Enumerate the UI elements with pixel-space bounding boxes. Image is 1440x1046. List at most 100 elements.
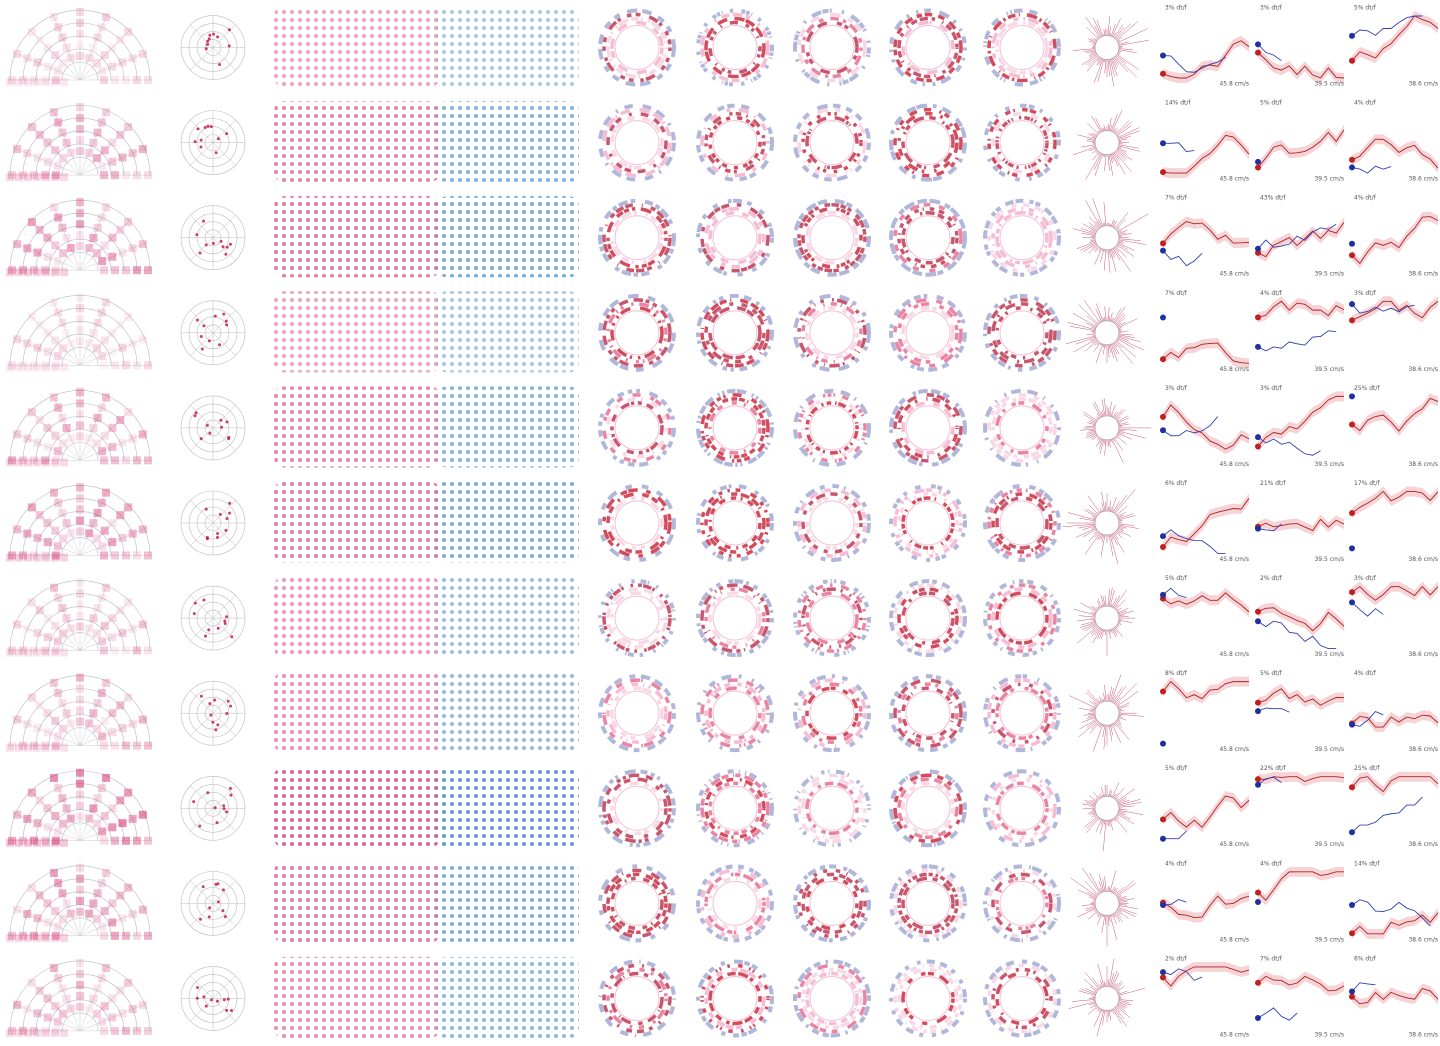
burst-ray bbox=[1093, 718, 1097, 720]
burst-ray bbox=[1079, 718, 1097, 730]
polar-spoke bbox=[190, 405, 236, 451]
ring-inner bbox=[809, 975, 855, 1021]
burst-ray bbox=[1078, 304, 1099, 325]
burst-ray bbox=[1113, 685, 1127, 704]
ring-band bbox=[801, 16, 863, 79]
trace-blue bbox=[1351, 899, 1431, 927]
burst-ray bbox=[1069, 325, 1096, 331]
trace-band bbox=[1258, 47, 1344, 83]
burst-ray bbox=[1091, 339, 1098, 344]
polar-dot bbox=[221, 909, 225, 913]
start-dot bbox=[1255, 618, 1261, 625]
fan-cell bbox=[30, 551, 38, 560]
burst-ray bbox=[1099, 793, 1103, 798]
ring-band bbox=[889, 864, 967, 943]
burst-ray bbox=[1088, 38, 1097, 43]
burst-ray bbox=[1118, 431, 1124, 435]
burst-ray bbox=[1086, 333, 1096, 335]
fan-cell bbox=[108, 328, 117, 337]
fan-cell bbox=[118, 819, 127, 828]
burst-ray bbox=[1114, 980, 1123, 990]
ring-band bbox=[801, 302, 863, 364]
trace-blue bbox=[1163, 830, 1187, 840]
fan-spoke bbox=[28, 789, 81, 841]
fan-cell bbox=[60, 268, 68, 277]
burst-ray bbox=[1118, 50, 1122, 52]
fan-cell bbox=[98, 352, 107, 361]
fan-cell bbox=[6, 458, 14, 467]
ring-inner bbox=[999, 215, 1045, 261]
panel-label: 6% dt/f bbox=[1165, 480, 1188, 487]
burst-ray bbox=[1092, 799, 1097, 803]
start-dot bbox=[1349, 599, 1355, 606]
fan-cell bbox=[144, 361, 152, 370]
ring-band bbox=[893, 393, 963, 463]
fan-cell bbox=[58, 33, 67, 42]
burst-ray bbox=[1116, 720, 1122, 726]
fan-spoke bbox=[79, 622, 147, 651]
burst-ray bbox=[1117, 718, 1121, 720]
fan-cell bbox=[62, 709, 71, 718]
burst-ray bbox=[1117, 992, 1121, 994]
burst-ray bbox=[1111, 887, 1115, 893]
burst-ray bbox=[1117, 39, 1120, 42]
fan-cell bbox=[59, 1009, 68, 1018]
burst-ray bbox=[1094, 990, 1097, 993]
trace-red bbox=[1351, 988, 1439, 1005]
ring-inner bbox=[712, 975, 758, 1021]
burst-ray bbox=[1118, 230, 1128, 234]
fan-cell bbox=[102, 203, 111, 212]
burst-ray bbox=[1098, 247, 1102, 253]
fan-cell bbox=[33, 724, 42, 733]
burst-ray bbox=[1118, 620, 1121, 623]
ring-inner bbox=[712, 25, 758, 71]
burst-ray bbox=[1084, 815, 1098, 828]
burst-ray bbox=[1095, 438, 1102, 448]
ring-band bbox=[598, 388, 676, 467]
fan-cell bbox=[19, 551, 27, 560]
burst-ray bbox=[1091, 977, 1101, 989]
fan-cell bbox=[122, 456, 130, 465]
fan-cell bbox=[108, 138, 117, 147]
burst-ray bbox=[1088, 245, 1098, 254]
burst-ray bbox=[1084, 880, 1099, 896]
start-dot bbox=[1255, 608, 1261, 615]
start-dot bbox=[1255, 343, 1261, 350]
fan-cell bbox=[133, 646, 141, 655]
fan-cell bbox=[76, 673, 84, 682]
start-dot bbox=[1349, 988, 1355, 995]
fan-cell bbox=[51, 743, 59, 752]
burst-ray bbox=[1111, 153, 1119, 167]
ring-band bbox=[893, 678, 963, 748]
trace-band bbox=[1163, 891, 1249, 923]
ring-inner bbox=[614, 405, 660, 451]
fan-cell bbox=[144, 456, 152, 465]
fan-cell bbox=[43, 804, 52, 813]
burst-ray bbox=[1111, 723, 1121, 743]
ring-inner bbox=[614, 975, 660, 1021]
start-dot bbox=[1349, 545, 1355, 552]
polar-dot bbox=[193, 140, 197, 144]
burst-ray bbox=[1118, 713, 1144, 717]
start-dot bbox=[1160, 169, 1166, 176]
burst-ray bbox=[1114, 130, 1118, 134]
burst-ray bbox=[1116, 701, 1121, 706]
fan-cell bbox=[41, 931, 49, 940]
fan-cell bbox=[52, 456, 60, 465]
fan-cell bbox=[124, 693, 133, 702]
fan-cell bbox=[122, 931, 130, 940]
fan-cell bbox=[76, 695, 84, 704]
fan-cell bbox=[23, 529, 32, 538]
ring-band bbox=[700, 202, 770, 273]
burst-ray bbox=[1086, 26, 1099, 40]
fan-cell bbox=[144, 171, 152, 180]
polar-dot bbox=[215, 821, 219, 825]
burst-ray bbox=[1091, 136, 1096, 139]
burst-ray bbox=[1076, 625, 1098, 644]
polar-dot bbox=[209, 713, 213, 717]
trace-red bbox=[1351, 490, 1439, 514]
fan-cell bbox=[23, 244, 32, 253]
ring-band bbox=[805, 20, 859, 75]
ring-band bbox=[610, 496, 664, 550]
fan-cell bbox=[102, 964, 111, 973]
